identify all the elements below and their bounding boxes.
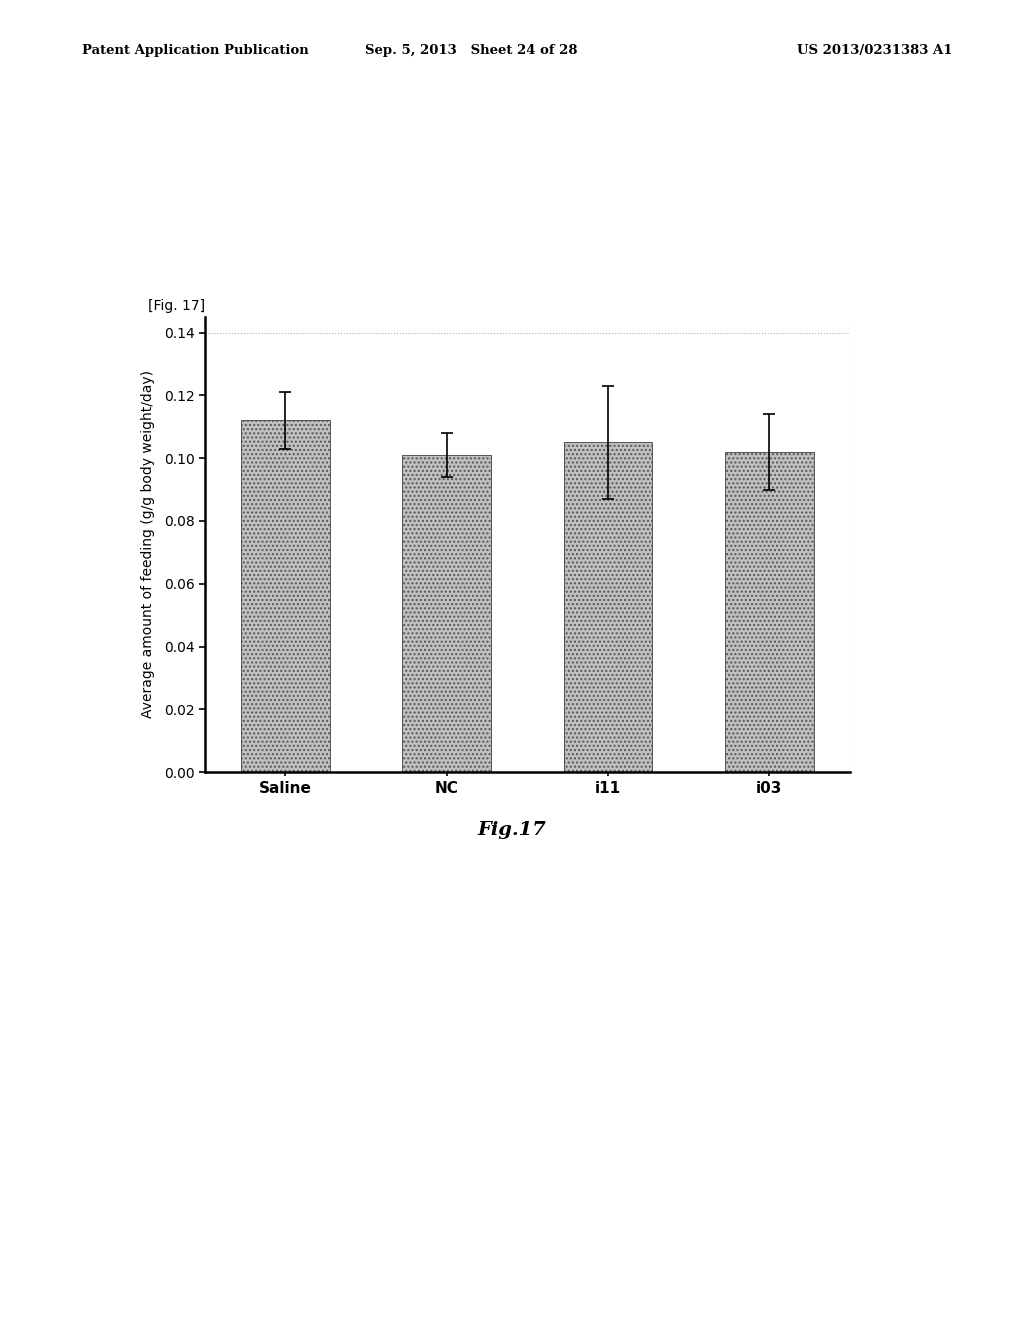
Text: Fig.17: Fig.17 bbox=[477, 821, 547, 840]
Bar bbox=[241, 421, 330, 772]
Bar bbox=[402, 455, 492, 772]
Text: Sep. 5, 2013   Sheet 24 of 28: Sep. 5, 2013 Sheet 24 of 28 bbox=[365, 44, 578, 57]
Bar bbox=[563, 442, 652, 772]
Y-axis label: Average amount of feeding (g/g body weight/day): Average amount of feeding (g/g body weig… bbox=[141, 371, 156, 718]
Text: Patent Application Publication: Patent Application Publication bbox=[82, 44, 308, 57]
Bar bbox=[725, 451, 814, 772]
Text: [Fig. 17]: [Fig. 17] bbox=[148, 298, 206, 313]
Text: US 2013/0231383 A1: US 2013/0231383 A1 bbox=[797, 44, 952, 57]
